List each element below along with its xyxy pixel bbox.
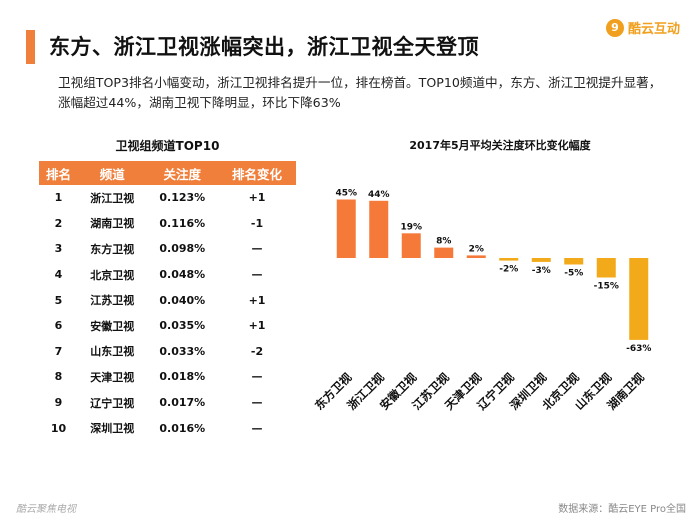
bar-value-label: -15% [594,282,619,292]
ranking-table: 排名 频道 关注度 排名变化 1 浙江卫视 0.123% +1 2 湖南卫视 0.116% -… [39,161,296,441]
header-rank-change: 排名变化 [218,161,296,185]
bar [401,233,421,258]
cell-channel: 天津卫视 [90,370,135,384]
cell-rank-change: +1 [248,319,266,333]
bar-value-label: -3% [532,266,551,276]
cell-rank: 2 [54,216,63,230]
cell-rank: 3 [54,242,63,256]
table-row: 7 山东卫视 0.033% -2 [39,339,296,365]
cell-rank: 5 [54,293,63,307]
bar [564,258,584,265]
bar [531,258,551,262]
table-row: 10 深圳卫视 0.016% — [39,415,296,441]
table-row: 4 北京卫视 0.048% — [39,262,296,288]
footer-source: 数据来源：酷云EYE Pro全国 [558,504,686,515]
logo-text: 酷云互动 [627,22,680,37]
cell-channel: 山东卫视 [90,345,135,359]
cell-attention: 0.040% [159,293,206,307]
title-accent-bar [26,30,35,64]
cell-rank-change: +1 [248,293,266,307]
logo-icon: 9 [605,18,624,37]
table-row: 2 湖南卫视 0.116% -1 [39,211,296,237]
table-row: 5 江苏卫视 0.040% +1 [39,287,296,313]
table-row: 8 天津卫视 0.018% — [39,364,296,390]
cell-channel: 深圳卫视 [90,422,135,436]
bar-value-label: -5% [564,269,583,279]
cell-rank-change: — [251,268,263,282]
table-body: 1 浙江卫视 0.123% +1 2 湖南卫视 0.116% -1 3 东方卫视 0.098% — 4 北… [39,185,296,441]
cell-rank: 10 [50,421,67,435]
cell-rank: 1 [54,191,63,205]
cell-rank: 8 [54,370,63,384]
cell-rank-change: -2 [250,344,264,358]
table-title: 卫视组频道TOP10 [115,139,220,153]
bar-value-label: 8% [436,237,451,247]
cell-attention: 0.035% [159,319,206,333]
table-row: 1 浙江卫视 0.123% +1 [39,185,296,211]
header-channel: 频道 [77,161,147,185]
table-row: 3 东方卫视 0.098% — [39,236,296,262]
cell-rank: 7 [54,344,63,358]
header-attention: 关注度 [146,161,218,185]
bar [596,258,616,278]
cell-rank: 9 [54,396,63,410]
bar-value-label: 44% [368,190,390,200]
cell-rank-change: +1 [248,191,266,205]
bar-value-label: 2% [469,244,484,254]
bar-value-label: -63% [626,344,651,354]
cell-channel: 安徽卫视 [90,319,135,333]
cell-attention: 0.116% [159,216,206,230]
cell-channel: 东方卫视 [90,242,135,256]
bar [336,199,356,258]
cell-attention: 0.016% [159,421,206,435]
bar-value-label: 45% [335,189,357,199]
category-tick-label: 湖南卫视 [604,370,647,413]
cell-channel: 江苏卫视 [90,294,135,308]
cell-rank-change: -1 [250,216,264,230]
cell-channel: 辽宁卫视 [90,396,135,410]
footer-brand: 酷云聚焦电视 [16,504,76,515]
cell-attention: 0.098% [159,242,206,256]
bar [434,247,454,258]
cell-attention: 0.048% [159,268,206,282]
cell-rank: 6 [54,319,63,333]
bar [629,258,649,340]
brand-logo: 9 酷云互动 [605,18,680,37]
summary-text: 卫视组TOP3排名小幅变动，浙江卫视排名提升一位，排在榜首。TOP10频道中，东… [58,75,662,110]
bar [499,258,519,261]
bar-value-label: 19% [400,222,422,232]
cell-rank-change: — [251,396,263,410]
cell-rank-change: — [251,370,263,384]
bar-value-label: -2% [499,265,518,275]
page-title: 东方、浙江卫视涨幅突出，浙江卫视全天登顶 [49,35,479,59]
cell-attention: 0.018% [159,370,206,384]
bar [369,200,389,258]
chart-title: 2017年5月平均关注度环比变化幅度 [409,139,591,152]
cell-rank-change: — [251,421,263,435]
header-rank: 排名 [39,161,78,185]
bar [466,255,486,258]
table-header-row: 排名 频道 关注度 排名变化 [39,161,296,185]
cell-channel: 湖南卫视 [90,217,135,231]
table-row: 9 辽宁卫视 0.017% — [39,390,296,416]
table-row: 6 安徽卫视 0.035% +1 [39,313,296,339]
cell-rank-change: — [251,242,263,256]
cell-attention: 0.123% [159,191,206,205]
cell-rank: 4 [54,268,63,282]
cell-channel: 北京卫视 [90,268,135,282]
cell-attention: 0.033% [159,344,206,358]
cell-attention: 0.017% [159,396,206,410]
cell-channel: 浙江卫视 [90,191,135,205]
